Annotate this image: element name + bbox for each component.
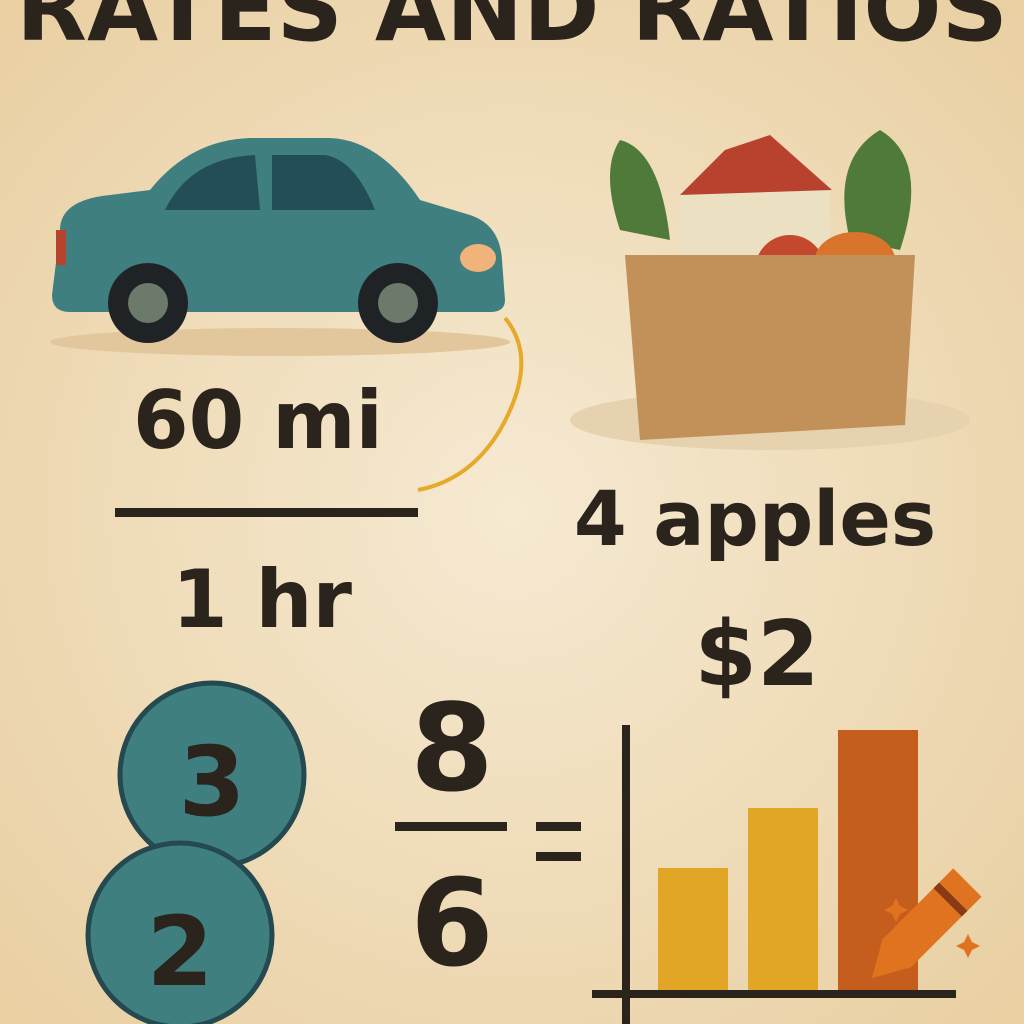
fraction-denominator: 6: [410, 855, 494, 994]
title: RATES AND RATIOS: [16, 0, 1008, 62]
connector-curve: [417, 316, 524, 492]
carton-top: [680, 135, 832, 195]
equals-sign: [536, 852, 581, 861]
leaves: [844, 130, 912, 250]
grocery-bag: [570, 130, 970, 450]
fraction-bar: [115, 508, 418, 517]
car-shadow: [50, 328, 510, 356]
headlight: [460, 244, 496, 272]
leaves: [610, 140, 670, 240]
car-window: [165, 155, 260, 210]
axis: [592, 990, 956, 998]
crayon: [871, 868, 982, 979]
ratio-circle: [85, 840, 275, 1024]
circle-number: 3: [179, 726, 246, 838]
equals-sign: [536, 822, 581, 831]
fraction-bar: [395, 822, 507, 831]
crayon-tip: [871, 939, 911, 979]
bag: [625, 255, 915, 440]
illustration-bar: [658, 868, 728, 990]
price-quantity: 4 apples: [574, 474, 936, 563]
rate-denominator: 1 hr: [172, 553, 352, 646]
rate-numerator: 60 mi: [133, 374, 383, 467]
sparkle: [884, 898, 908, 922]
fraction-numerator: 8: [410, 680, 494, 819]
car: [50, 138, 510, 356]
car-window: [272, 155, 375, 210]
hubcap: [128, 283, 168, 323]
crayon-body: [882, 868, 982, 968]
hubcap: [378, 283, 418, 323]
bar-illustration: [592, 725, 982, 1024]
illustration-bar: [748, 808, 818, 990]
circle-number: 2: [147, 896, 214, 1008]
price-cost: $2: [694, 602, 819, 707]
sparkle: [956, 934, 980, 958]
axis: [622, 725, 630, 1024]
crayon-stripe: [933, 882, 968, 917]
taillight: [56, 230, 66, 265]
